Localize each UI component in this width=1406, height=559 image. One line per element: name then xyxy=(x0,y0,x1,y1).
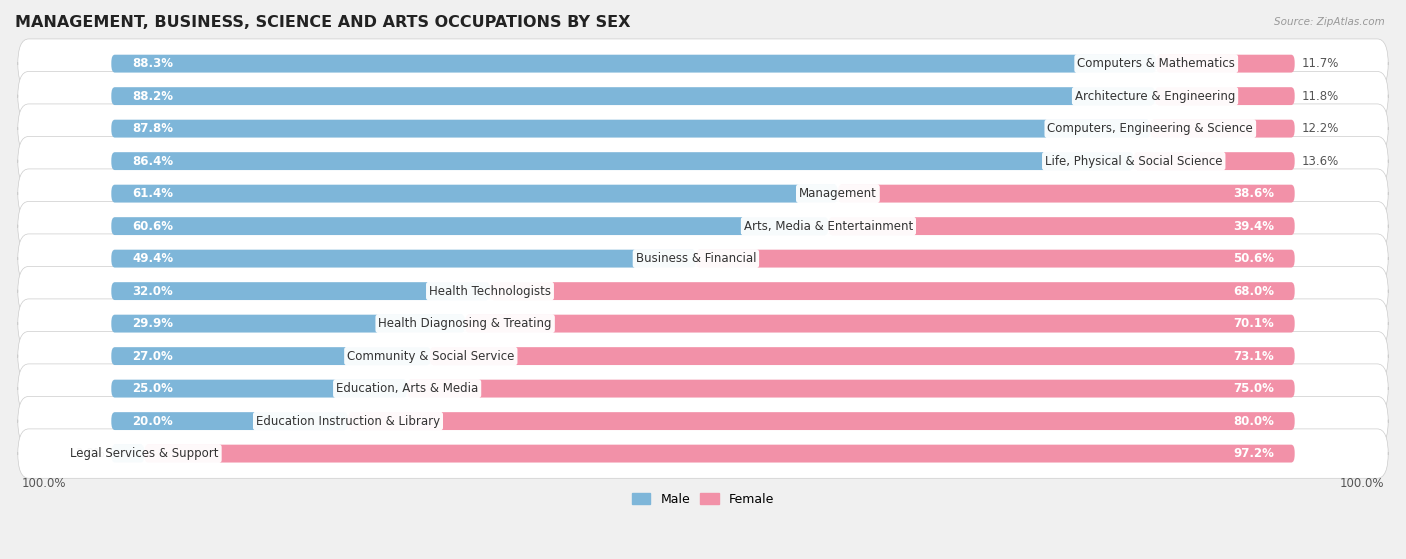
FancyBboxPatch shape xyxy=(111,250,696,268)
FancyBboxPatch shape xyxy=(1156,87,1295,105)
FancyBboxPatch shape xyxy=(696,250,1295,268)
Text: 50.6%: 50.6% xyxy=(1233,252,1274,265)
Text: 61.4%: 61.4% xyxy=(132,187,173,200)
Text: Arts, Media & Entertainment: Arts, Media & Entertainment xyxy=(744,220,912,233)
FancyBboxPatch shape xyxy=(111,282,491,300)
Text: Education Instruction & Library: Education Instruction & Library xyxy=(256,415,440,428)
Text: 32.0%: 32.0% xyxy=(132,285,173,297)
Text: 2.8%: 2.8% xyxy=(75,447,104,460)
Text: 20.0%: 20.0% xyxy=(132,415,173,428)
FancyBboxPatch shape xyxy=(838,184,1295,202)
FancyBboxPatch shape xyxy=(1150,120,1295,138)
FancyBboxPatch shape xyxy=(111,444,145,462)
Text: MANAGEMENT, BUSINESS, SCIENCE AND ARTS OCCUPATIONS BY SEX: MANAGEMENT, BUSINESS, SCIENCE AND ARTS O… xyxy=(15,15,630,30)
Text: 25.0%: 25.0% xyxy=(132,382,173,395)
Text: 38.6%: 38.6% xyxy=(1233,187,1274,200)
Text: Computers & Mathematics: Computers & Mathematics xyxy=(1077,57,1234,70)
Text: 27.0%: 27.0% xyxy=(132,349,173,363)
Text: Legal Services & Support: Legal Services & Support xyxy=(70,447,219,460)
FancyBboxPatch shape xyxy=(18,267,1388,316)
FancyBboxPatch shape xyxy=(18,364,1388,413)
FancyBboxPatch shape xyxy=(111,315,465,333)
Text: 86.4%: 86.4% xyxy=(132,155,173,168)
Text: 11.8%: 11.8% xyxy=(1302,89,1339,103)
FancyBboxPatch shape xyxy=(18,169,1388,219)
FancyBboxPatch shape xyxy=(111,217,828,235)
Text: Education, Arts & Media: Education, Arts & Media xyxy=(336,382,478,395)
FancyBboxPatch shape xyxy=(18,104,1388,153)
FancyBboxPatch shape xyxy=(111,120,1150,138)
FancyBboxPatch shape xyxy=(349,412,1295,430)
FancyBboxPatch shape xyxy=(111,184,838,202)
FancyBboxPatch shape xyxy=(111,412,349,430)
FancyBboxPatch shape xyxy=(111,87,1156,105)
FancyBboxPatch shape xyxy=(1156,55,1295,73)
FancyBboxPatch shape xyxy=(1133,152,1295,170)
FancyBboxPatch shape xyxy=(111,152,1133,170)
Text: Health Diagnosing & Treating: Health Diagnosing & Treating xyxy=(378,317,553,330)
FancyBboxPatch shape xyxy=(111,380,408,397)
FancyBboxPatch shape xyxy=(18,331,1388,381)
FancyBboxPatch shape xyxy=(430,347,1295,365)
Text: 12.2%: 12.2% xyxy=(1302,122,1339,135)
Text: Architecture & Engineering: Architecture & Engineering xyxy=(1074,89,1236,103)
FancyBboxPatch shape xyxy=(18,299,1388,348)
Text: Computers, Engineering & Science: Computers, Engineering & Science xyxy=(1047,122,1253,135)
FancyBboxPatch shape xyxy=(408,380,1295,397)
Text: 39.4%: 39.4% xyxy=(1233,220,1274,233)
Text: 29.9%: 29.9% xyxy=(132,317,173,330)
Text: 70.1%: 70.1% xyxy=(1233,317,1274,330)
Text: 13.6%: 13.6% xyxy=(1302,155,1339,168)
Text: 73.1%: 73.1% xyxy=(1233,349,1274,363)
Text: 97.2%: 97.2% xyxy=(1233,447,1274,460)
FancyBboxPatch shape xyxy=(18,234,1388,283)
FancyBboxPatch shape xyxy=(111,347,430,365)
Text: 88.3%: 88.3% xyxy=(132,57,173,70)
FancyBboxPatch shape xyxy=(18,136,1388,186)
Text: 49.4%: 49.4% xyxy=(132,252,173,265)
FancyBboxPatch shape xyxy=(18,396,1388,446)
Text: 100.0%: 100.0% xyxy=(22,477,66,490)
Text: Source: ZipAtlas.com: Source: ZipAtlas.com xyxy=(1274,17,1385,27)
Text: 68.0%: 68.0% xyxy=(1233,285,1274,297)
Text: Life, Physical & Social Science: Life, Physical & Social Science xyxy=(1045,155,1222,168)
FancyBboxPatch shape xyxy=(465,315,1295,333)
Text: 11.7%: 11.7% xyxy=(1302,57,1339,70)
FancyBboxPatch shape xyxy=(18,39,1388,88)
Text: 100.0%: 100.0% xyxy=(1340,477,1384,490)
FancyBboxPatch shape xyxy=(145,444,1295,462)
Text: 75.0%: 75.0% xyxy=(1233,382,1274,395)
Text: 87.8%: 87.8% xyxy=(132,122,173,135)
Text: Health Technologists: Health Technologists xyxy=(429,285,551,297)
Text: Management: Management xyxy=(799,187,877,200)
FancyBboxPatch shape xyxy=(111,55,1156,73)
Text: Business & Financial: Business & Financial xyxy=(636,252,756,265)
Text: 88.2%: 88.2% xyxy=(132,89,173,103)
Text: Community & Social Service: Community & Social Service xyxy=(347,349,515,363)
FancyBboxPatch shape xyxy=(828,217,1295,235)
Legend: Male, Female: Male, Female xyxy=(627,488,779,511)
FancyBboxPatch shape xyxy=(18,429,1388,479)
Text: 80.0%: 80.0% xyxy=(1233,415,1274,428)
FancyBboxPatch shape xyxy=(18,72,1388,121)
FancyBboxPatch shape xyxy=(491,282,1295,300)
Text: 60.6%: 60.6% xyxy=(132,220,173,233)
FancyBboxPatch shape xyxy=(18,201,1388,251)
